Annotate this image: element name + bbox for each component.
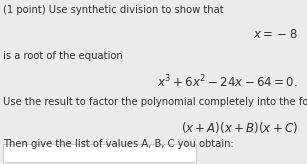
Text: (1 point) Use synthetic division to show that: (1 point) Use synthetic division to show… (3, 5, 224, 15)
Text: is a root of the equation: is a root of the equation (3, 51, 123, 61)
Text: $x = -8$: $x = -8$ (253, 28, 298, 41)
Text: Then give the list of values A, B, C you obtain:: Then give the list of values A, B, C you… (3, 139, 234, 149)
Text: $x^3 + 6x^2 - 24x - 64 = 0.$: $x^3 + 6x^2 - 24x - 64 = 0.$ (157, 74, 298, 90)
FancyBboxPatch shape (3, 144, 196, 162)
Text: $(x + A)(x + B)(x + C)$: $(x + A)(x + B)(x + C)$ (181, 120, 298, 135)
Text: Use the result to factor the polynomial completely into the form: Use the result to factor the polynomial … (3, 97, 307, 107)
